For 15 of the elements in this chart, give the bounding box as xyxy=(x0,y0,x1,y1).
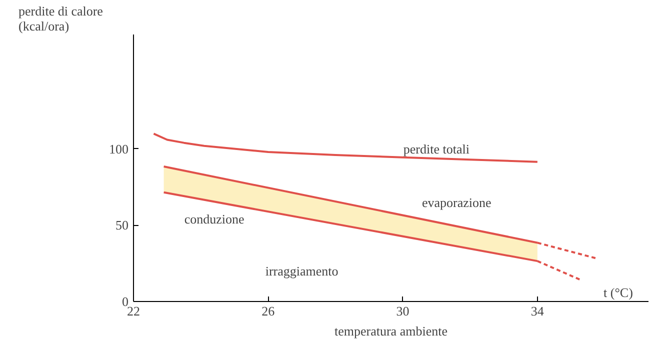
annotation: irraggiamento xyxy=(265,263,338,278)
annotation: conduzione xyxy=(184,212,244,227)
y-tick-label: 50 xyxy=(116,218,128,233)
x-tick-label: 34 xyxy=(530,304,544,318)
x-tick-label: 30 xyxy=(396,304,410,318)
annotation: perdite totali xyxy=(403,141,470,156)
line-series xyxy=(152,132,538,163)
x-tick-label: 22 xyxy=(127,304,140,318)
annotation: evaporazione xyxy=(422,194,492,210)
x-tick-label: 26 xyxy=(262,304,276,318)
y-axis-title: perdite di calore (kcal/ora) xyxy=(18,4,104,34)
y-tick-label: 100 xyxy=(109,141,128,156)
x-axis-title: temperatura ambiente xyxy=(334,324,448,338)
annotation: t (°C) xyxy=(604,284,633,300)
y-tick-label: 0 xyxy=(122,294,128,309)
